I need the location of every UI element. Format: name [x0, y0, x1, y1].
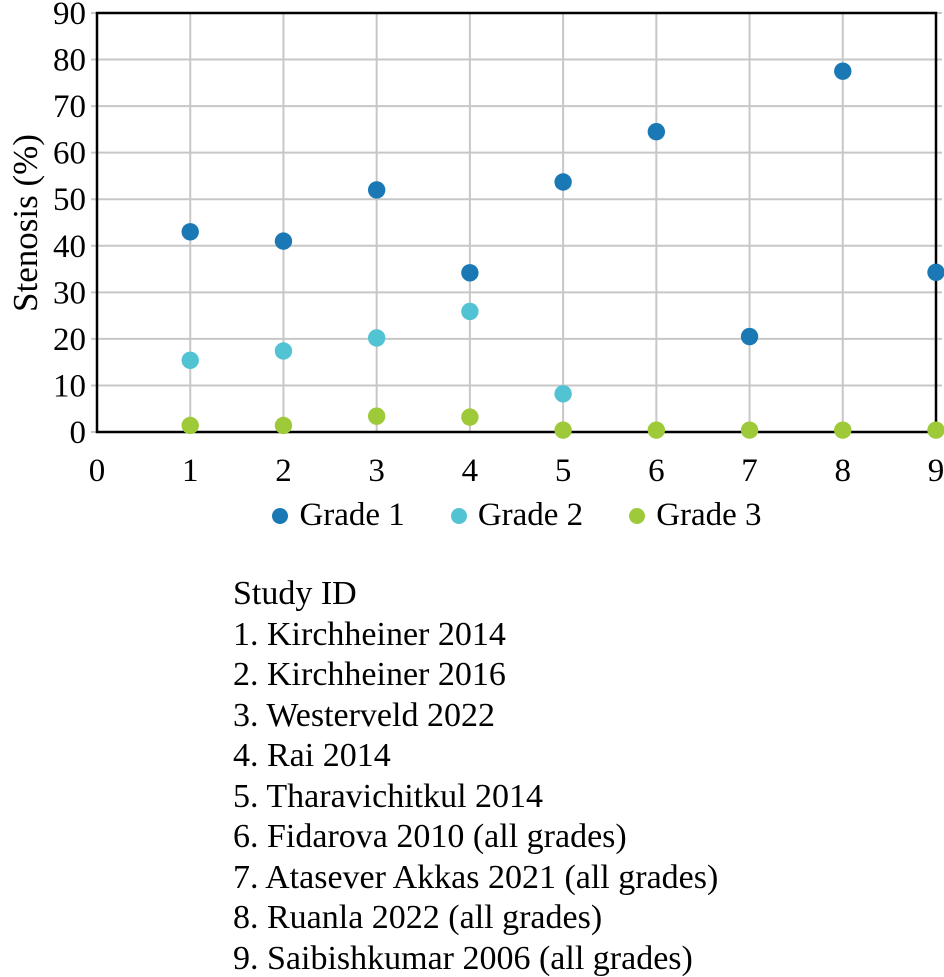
data-point-grade-3-study-5	[554, 421, 572, 439]
data-point-grade-3-study-1	[181, 416, 199, 435]
study-list-item-4: 4. Rai 2014	[233, 737, 391, 774]
tick-label: 0	[89, 453, 106, 489]
legend-item-grade-1: Grade 1	[272, 497, 405, 534]
tick-label: 50	[53, 182, 86, 218]
study-list-item-9: 9. Saibishkumar 2006 (all grades)	[233, 939, 693, 977]
tick-label: 0	[70, 415, 87, 451]
tick-label: 30	[53, 275, 86, 311]
data-point-grade-1-study-4	[461, 264, 479, 282]
data-point-grade-1-study-7	[740, 327, 759, 346]
tick-label: 40	[53, 229, 86, 265]
legend-label-grade-3: Grade 3	[656, 497, 762, 533]
data-point-grade-2-study-1	[181, 351, 199, 370]
study-list-item-5: 5. Tharavichitkul 2014	[233, 777, 544, 815]
data-point-grade-1-study-1	[181, 223, 199, 241]
plot-border	[95, 11, 938, 434]
data-point-grade-2-study-5	[554, 385, 572, 403]
data-point-grade-1-study-6	[647, 123, 666, 141]
legend-label-grade-1: Grade 1	[299, 497, 405, 533]
data-point-grade-1-study-5	[554, 173, 572, 191]
data-point-grade-2-study-3	[367, 329, 386, 347]
tick-label: 10	[53, 368, 86, 404]
tick-label: 90	[53, 0, 86, 32]
chart-legend: Grade 1 Grade 2 Grade 3	[97, 497, 937, 534]
study-list-item-6: 6. Fidarova 2010 (all grades)	[233, 818, 627, 855]
data-point-grade-1-study-3	[367, 181, 386, 199]
study-list-item-7: 7. Atasever Akkas 2021 (all grades)	[233, 858, 719, 896]
study-list-title: Study ID	[233, 575, 357, 612]
y-axis-label: Stenosis (%)	[6, 134, 45, 312]
data-point-grade-3-study-8	[834, 421, 852, 439]
grade-2-marker-icon	[450, 507, 467, 524]
tick-label: 6	[648, 453, 665, 489]
legend-item-grade-3: Grade 3	[629, 497, 762, 534]
tick-label: 3	[368, 453, 385, 489]
data-point-grade-3-study-3	[367, 407, 386, 425]
study-id-list: Study ID 1. Kirchheiner 2014 2. Kirchhei…	[233, 574, 718, 977]
data-point-grade-1-study-8	[834, 62, 852, 80]
tick-label: 9	[928, 453, 944, 489]
study-list-item-2: 2. Kirchheiner 2016	[233, 656, 506, 693]
data-point-grade-1-study-9	[927, 263, 944, 282]
data-point-grade-2-study-2	[274, 342, 293, 360]
legend-item-grade-2: Grade 2	[450, 497, 584, 534]
grade-1-marker-icon	[272, 507, 289, 524]
scatter-plot-area: 0 10 20 30 40 50 60 70 80 90 0 1 2 3 4 5 6 7 8 9	[53, 0, 944, 489]
tick-label: 60	[53, 136, 86, 172]
tick-label: 20	[53, 322, 86, 358]
tick-label: 7	[741, 453, 758, 489]
grade-3-marker-icon	[629, 507, 646, 524]
tick-label: 80	[53, 43, 86, 79]
tick-label: 70	[53, 89, 86, 125]
tick-label: 4	[462, 453, 479, 489]
study-list-item-8: 8. Ruanla 2022 (all grades)	[233, 899, 603, 936]
study-list-item-3: 3. Westerveld 2022	[233, 696, 495, 734]
tick-label: 5	[555, 453, 572, 489]
data-point-grade-3-study-2	[274, 416, 293, 435]
data-point-grade-3-study-9	[927, 421, 944, 439]
tick-label: 1	[182, 453, 199, 489]
legend-label-grade-2: Grade 2	[477, 497, 584, 533]
data-point-grade-2-study-4	[461, 302, 479, 321]
data-point-grade-1-study-2	[274, 232, 293, 250]
data-point-grade-3-study-7	[740, 421, 759, 439]
data-point-grade-3-study-4	[461, 408, 479, 426]
tick-label: 8	[835, 453, 852, 489]
tick-label: 2	[275, 453, 292, 489]
data-point-grade-3-study-6	[647, 421, 666, 439]
study-list-item-1: 1. Kirchheiner 2014	[233, 615, 506, 653]
